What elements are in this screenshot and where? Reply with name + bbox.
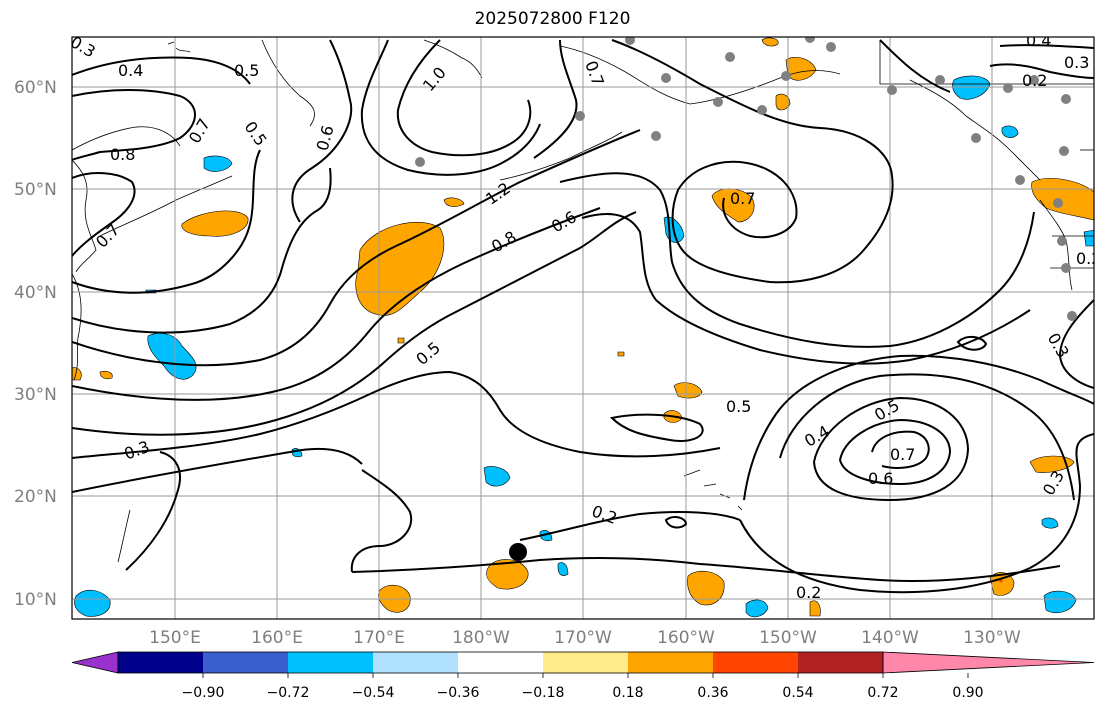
lon-label-160w: 160°W <box>657 628 715 648</box>
contour-label: 0.6 <box>868 469 893 488</box>
station-dots <box>415 37 1077 321</box>
colorbar-segment <box>288 652 373 673</box>
storm-marker <box>509 543 527 561</box>
colorbar-segment <box>628 652 713 673</box>
contour-label: 0.5 <box>412 338 444 369</box>
colorbar-segment <box>713 652 798 673</box>
contour-label: 0.7 <box>730 189 755 208</box>
shaded-anomalies <box>72 37 1094 618</box>
contour-label: 0.6 <box>548 207 580 236</box>
colorbar-tick: −0.36 <box>437 685 480 701</box>
colorbar-tick: 0.36 <box>697 685 728 701</box>
colorbar-tick: −0.72 <box>267 685 310 701</box>
colorbar-left-triangle <box>71 651 119 674</box>
contour-label: 0.4 <box>118 61 143 80</box>
lat-label-30n: 30°N <box>14 385 57 405</box>
lon-label-150w: 150°W <box>759 628 817 648</box>
colorbar-tick: 0.72 <box>867 685 898 701</box>
contour-label: 0.5 <box>726 397 751 416</box>
contour-label: 0.3 <box>122 437 152 464</box>
lat-label-60n: 60°N <box>14 78 57 98</box>
map-title: 2025072800 F120 <box>474 9 631 29</box>
map-frame <box>71 36 1095 620</box>
contour-label: 0.7 <box>185 115 214 147</box>
latitude-labels: 10°N 20°N 30°N 40°N 50°N 60°N <box>14 78 57 610</box>
colorbar: −0.90 −0.72 −0.54 −0.36 −0.18 0.18 0.36 … <box>71 651 1095 701</box>
colorbar-tick: −0.54 <box>352 685 395 701</box>
lon-label-160e: 160°E <box>251 628 303 648</box>
contour-label: 0.7 <box>92 220 123 251</box>
contour-label: 0.5 <box>240 118 270 150</box>
lat-label-40n: 40°N <box>14 283 57 303</box>
lon-label-170e: 170°E <box>353 628 405 648</box>
contour-label: 0.3 <box>1064 53 1089 72</box>
contour-label: 0.4 <box>1026 31 1051 50</box>
lat-label-10n: 10°N <box>14 590 57 610</box>
contour-label: 0.2 <box>1022 71 1047 90</box>
contour-label: 0.4 <box>801 421 833 450</box>
colorbar-tick: 0.18 <box>612 685 643 701</box>
contour-label: 0.3 <box>1044 330 1073 362</box>
colorbar-tick: 0.54 <box>782 685 813 701</box>
lon-label-140w: 140°W <box>861 628 919 648</box>
colorbar-segment <box>798 652 883 673</box>
contour-label: 0.2 <box>1076 249 1101 268</box>
colorbar-segment <box>118 652 203 673</box>
lon-label-150e: 150°E <box>149 628 201 648</box>
contour-label: 0.8 <box>488 227 520 256</box>
colorbar-tick: 0.90 <box>952 685 983 701</box>
contour-label: 1.0 <box>419 63 450 95</box>
colorbar-right-triangle <box>882 651 1095 674</box>
colorbar-tick: −0.18 <box>522 685 565 701</box>
contour-label: 0.5 <box>234 61 259 80</box>
contour-label: 0.7 <box>581 58 608 88</box>
lon-label-130w: 130°W <box>963 628 1021 648</box>
lon-label-180w: 180°W <box>452 628 510 648</box>
longitude-labels: 150°E 160°E 170°E 180°W 170°W 160°W 150°… <box>149 628 1021 648</box>
colorbar-segment <box>543 652 628 673</box>
lat-label-50n: 50°N <box>14 180 57 200</box>
contours <box>72 39 1094 594</box>
lon-label-170w: 170°W <box>554 628 612 648</box>
contour-label: 0.2 <box>796 583 821 602</box>
colorbar-tick: −0.90 <box>182 685 225 701</box>
colorbar-segment <box>373 652 458 673</box>
contour-label: 0.7 <box>890 445 915 464</box>
graticule <box>72 37 1094 619</box>
colorbar-segment <box>458 652 543 673</box>
coastlines <box>72 39 1094 563</box>
contour-label: 0.8 <box>110 145 135 164</box>
lat-label-20n: 20°N <box>14 487 57 507</box>
colorbar-segment <box>203 652 288 673</box>
contour-label: 1.2 <box>482 179 514 209</box>
